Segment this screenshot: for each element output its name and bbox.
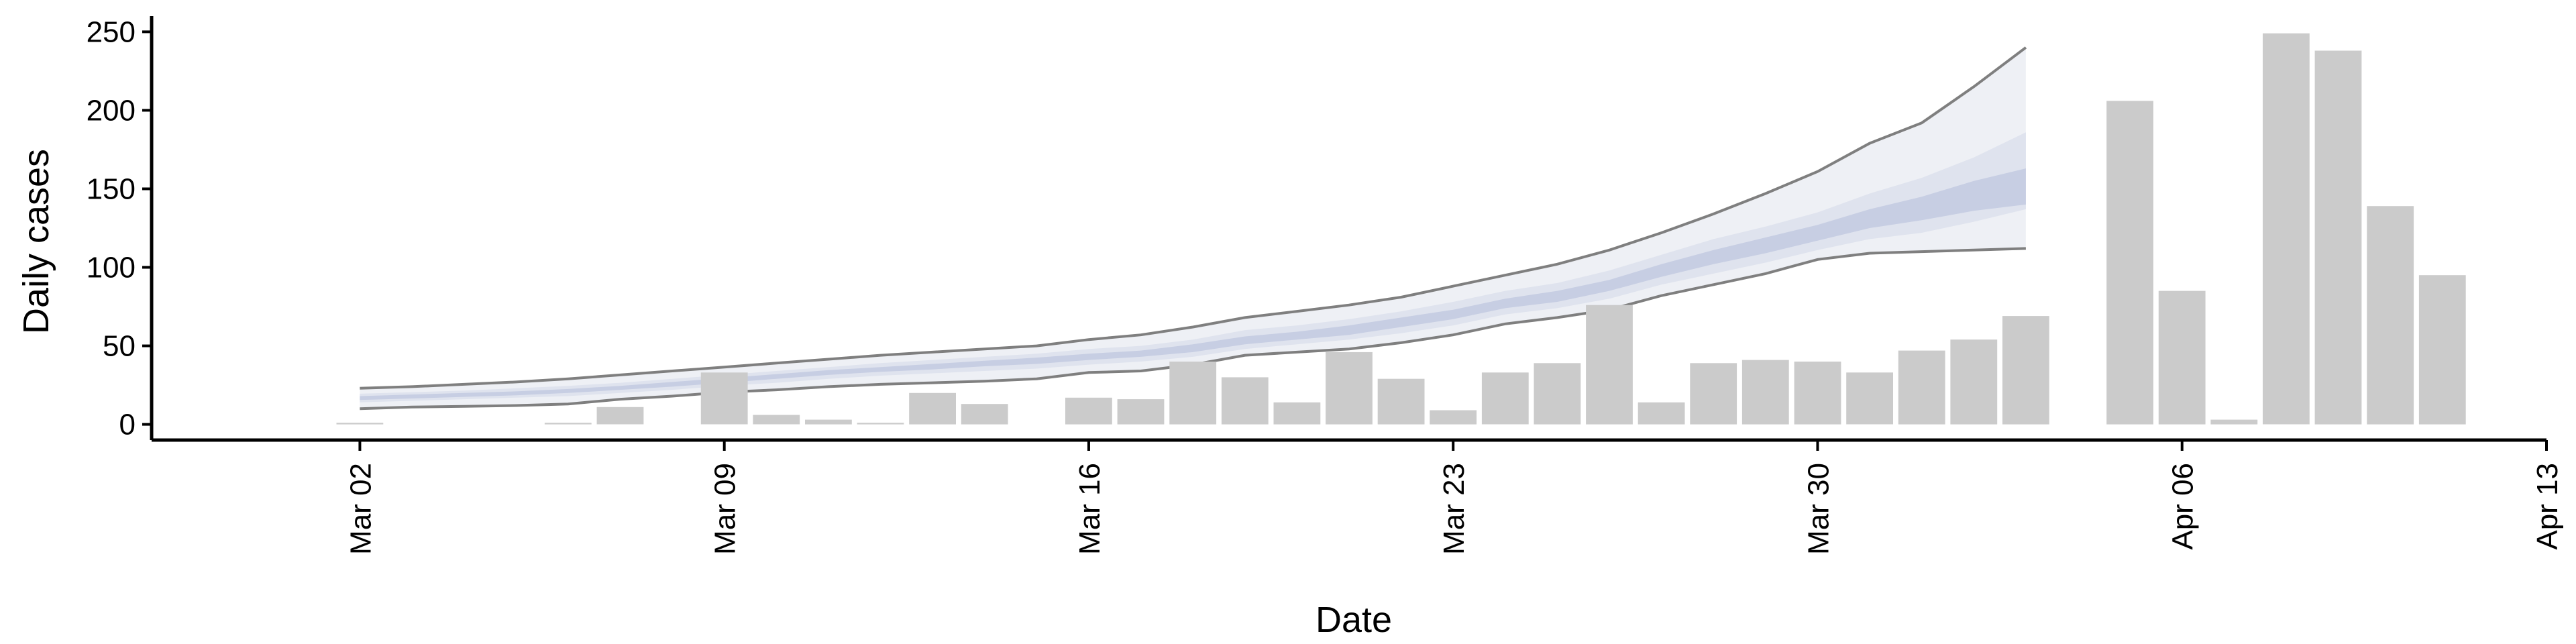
- bar-2020-04-01: [1898, 350, 1945, 425]
- bar-2020-03-20: [1273, 402, 1321, 425]
- bar-2020-03-11: [805, 419, 852, 425]
- bar-2020-03-30: [1794, 362, 1841, 425]
- y-tick-label-100: 100: [87, 252, 136, 284]
- y-tick-label-250: 250: [87, 15, 136, 48]
- bar-2020-04-09: [2314, 50, 2362, 425]
- bar-2020-03-02: [336, 423, 384, 425]
- bar-2020-04-06: [2158, 290, 2206, 425]
- bar-2020-03-25: [1534, 363, 1581, 425]
- bar-2020-03-29: [1741, 360, 1789, 425]
- bar-2020-03-23: [1430, 410, 1477, 425]
- axes-layer: 0 50 100 150 200 250 Mar 02 Mar 09 Mar 16 Mar 23…: [87, 15, 2564, 555]
- bar-2020-04-11: [2418, 275, 2466, 425]
- bar-2020-03-07: [596, 407, 644, 425]
- x-tick-label-2020-04-06: Apr 06: [2167, 463, 2200, 550]
- bar-2020-03-27: [1638, 402, 1685, 425]
- estimate-band-layer: [360, 46, 2027, 411]
- x-tick-label-2020-03-23: Mar 23: [1438, 463, 1470, 555]
- y-axis-title: Daily cases: [16, 149, 56, 334]
- bar-2020-04-07: [2210, 419, 2258, 425]
- x-axis-ticks: Mar 02 Mar 09 Mar 16 Mar 23 Mar 30 Apr 06 Apr …: [344, 440, 2564, 555]
- x-tick-label-2020-03-02: Mar 02: [344, 463, 377, 555]
- x-tick-label-2020-03-16: Mar 16: [1073, 463, 1106, 555]
- bar-2020-03-13: [909, 392, 956, 425]
- bar-2020-04-02: [1950, 339, 1998, 425]
- y-tick-label-200: 200: [87, 94, 136, 127]
- bar-2020-03-16: [1065, 397, 1112, 425]
- bar-2020-03-09: [700, 372, 748, 425]
- observed-bars-layer: [336, 33, 2466, 425]
- bar-2020-03-17: [1117, 399, 1165, 425]
- x-tick-label-2020-04-13: Apr 13: [2531, 463, 2564, 550]
- bar-2020-03-14: [961, 404, 1008, 425]
- y-tick-label-50: 50: [103, 330, 136, 363]
- bar-2020-03-10: [753, 415, 800, 425]
- bar-2020-03-22: [1377, 378, 1425, 425]
- bar-2020-03-24: [1481, 372, 1529, 425]
- bar-2020-03-06: [544, 423, 592, 425]
- bar-2020-03-19: [1221, 377, 1269, 425]
- bar-2020-04-05: [2106, 101, 2153, 425]
- x-tick-label-2020-03-09: Mar 09: [709, 463, 742, 555]
- bar-2020-03-12: [857, 423, 904, 425]
- bar-2020-04-08: [2263, 33, 2310, 425]
- bar-2020-04-03: [2002, 316, 2049, 425]
- band-90-ribbon: [360, 47, 2026, 409]
- y-tick-label-150: 150: [87, 172, 136, 205]
- y-tick-label-0: 0: [119, 409, 136, 441]
- bar-2020-03-26: [1586, 305, 1633, 425]
- x-tick-label-2020-03-30: Mar 30: [1803, 463, 1835, 555]
- x-axis-title: Date: [1316, 600, 1392, 640]
- bar-2020-03-31: [1846, 372, 1893, 425]
- bar-2020-03-21: [1326, 352, 1373, 425]
- bar-2020-03-28: [1690, 363, 1737, 425]
- y-axis-ticks: 0 50 100 150 200 250: [87, 15, 152, 441]
- bar-2020-03-18: [1169, 362, 1217, 425]
- band-upper-line: [360, 46, 2027, 390]
- bar-2020-04-10: [2367, 206, 2414, 425]
